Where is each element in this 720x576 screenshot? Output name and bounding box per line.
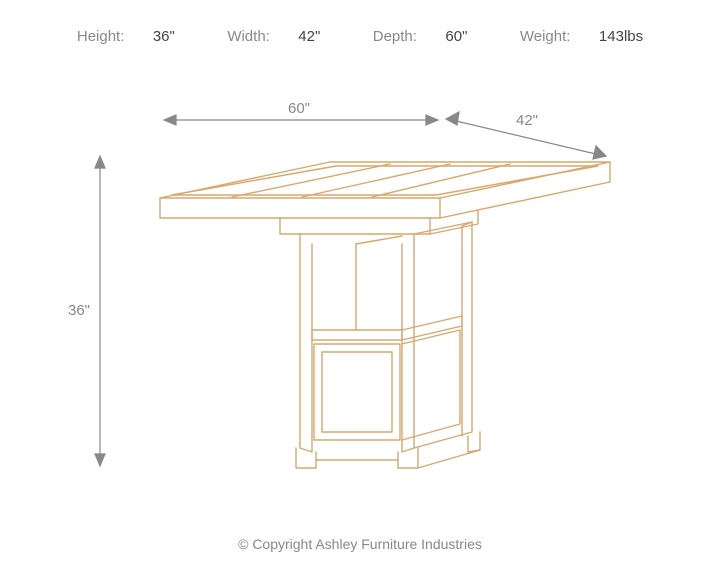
copyright-footer: © Copyright Ashley Furniture Industries [0,536,720,552]
dim-height-label: 36" [68,302,90,319]
dim-depth-label: 60" [288,100,310,117]
dim-width-label: 42" [516,112,538,129]
diagram-canvas [0,0,720,576]
